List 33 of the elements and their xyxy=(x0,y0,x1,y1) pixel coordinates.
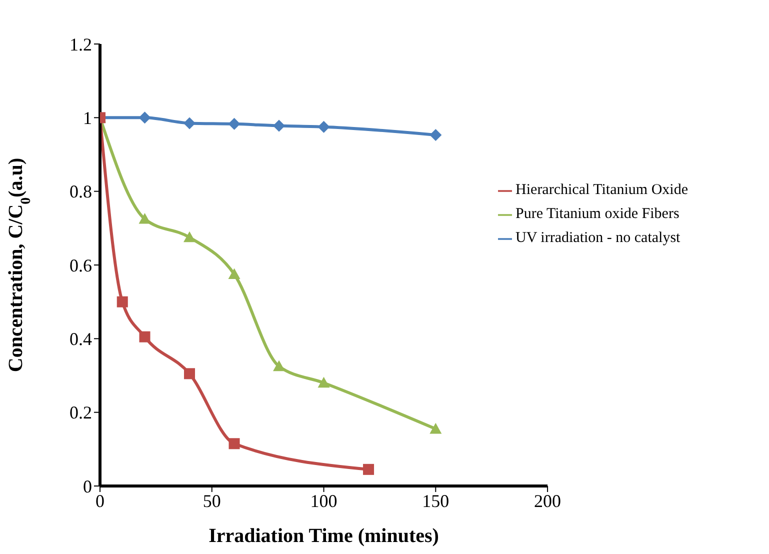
point xyxy=(139,331,150,342)
legend-label: UV irradiation - no catalyst xyxy=(516,230,680,246)
point xyxy=(228,268,240,280)
point xyxy=(184,368,196,380)
point xyxy=(228,118,240,130)
point xyxy=(430,128,442,141)
point xyxy=(184,231,196,242)
y-tick-label: 0.2 xyxy=(70,402,92,423)
y-tick-label: 0.6 xyxy=(70,255,92,276)
point xyxy=(273,360,286,372)
legend-label: Pure Titanium oxide Fibers xyxy=(516,206,680,222)
x-tick-label: 0 xyxy=(96,490,104,511)
y-tick-label: 0.4 xyxy=(70,329,92,350)
point xyxy=(138,112,151,124)
point xyxy=(116,296,128,308)
y-tick-label: 0 xyxy=(83,476,92,496)
point xyxy=(318,376,330,388)
x-axis-title: Irradiation Time (minutes) xyxy=(208,525,439,547)
point xyxy=(228,438,240,450)
x-tick-label: 200 xyxy=(534,490,562,511)
y-tick-label: 0.8 xyxy=(70,182,92,202)
x-tick-label: 150 xyxy=(422,490,450,511)
point xyxy=(318,120,330,133)
y-tick-label: 1 xyxy=(83,108,92,128)
x-tick-label: 50 xyxy=(202,490,221,511)
y-tick-label: 1.2 xyxy=(70,34,92,54)
x-tick-label: 100 xyxy=(310,490,338,511)
point xyxy=(430,422,442,434)
point xyxy=(184,117,196,130)
point xyxy=(138,212,151,224)
point xyxy=(363,464,374,475)
point xyxy=(273,120,286,132)
legend-label: Hierarchical Titanium Oxide xyxy=(516,182,688,198)
